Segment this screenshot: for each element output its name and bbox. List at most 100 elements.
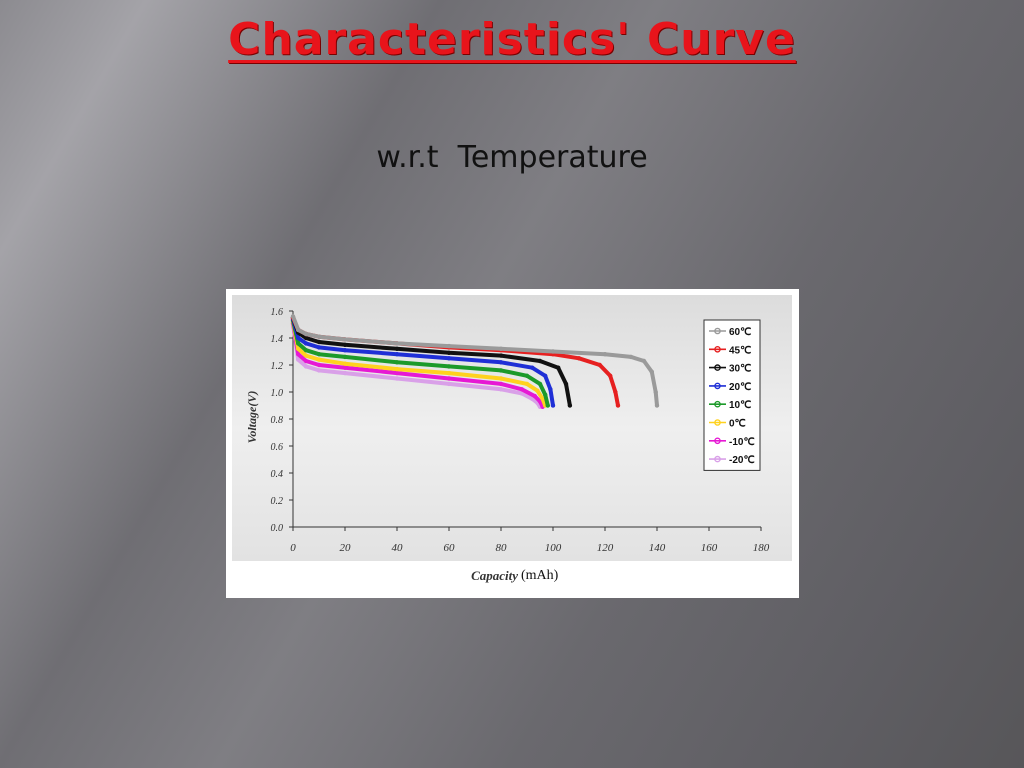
data-point bbox=[342, 342, 348, 347]
data-point bbox=[394, 360, 400, 365]
y-tick-label: 1.4 bbox=[271, 334, 284, 345]
data-point bbox=[543, 392, 548, 397]
data-point bbox=[498, 381, 504, 387]
legend-marker bbox=[714, 364, 721, 371]
data-point bbox=[498, 368, 504, 373]
legend-marker bbox=[714, 327, 721, 335]
data-point bbox=[653, 389, 658, 395]
data-point bbox=[556, 365, 561, 370]
data-point bbox=[543, 373, 548, 378]
y-tick-label: 0.8 bbox=[271, 415, 284, 426]
legend-label: 0℃ bbox=[729, 419, 746, 430]
legend-label: 30℃ bbox=[729, 364, 751, 375]
data-point bbox=[446, 356, 452, 361]
data-point bbox=[303, 331, 309, 337]
data-point bbox=[613, 389, 618, 395]
data-point bbox=[342, 337, 348, 342]
data-point bbox=[498, 346, 504, 351]
legend-marker bbox=[714, 419, 721, 426]
data-point bbox=[303, 353, 309, 358]
y-tick-label: 0.2 bbox=[271, 496, 284, 507]
slide-title: Characteristics' Curve bbox=[228, 14, 796, 65]
legend-marker bbox=[714, 455, 721, 463]
data-point bbox=[563, 381, 569, 387]
data-point bbox=[394, 352, 400, 357]
legend-box bbox=[703, 319, 761, 471]
y-tick-label: 0.6 bbox=[271, 442, 284, 453]
data-point bbox=[394, 341, 400, 346]
data-point bbox=[524, 373, 530, 378]
data-point bbox=[654, 403, 660, 408]
data-point bbox=[342, 354, 348, 360]
x-tick-label: 0 bbox=[290, 542, 296, 554]
data-point bbox=[641, 358, 647, 364]
x-tick-label: 120 bbox=[597, 542, 614, 554]
data-point bbox=[342, 365, 348, 370]
chart-image: 0.0 0.2 0.4 0.6 0.8 1.0 1.2 1.4 1.6 0 20 40 60 80 100 1… bbox=[226, 289, 799, 598]
data-point bbox=[446, 364, 452, 369]
data-point bbox=[303, 348, 309, 353]
data-point bbox=[602, 352, 608, 357]
data-point bbox=[537, 381, 543, 387]
data-point bbox=[597, 362, 602, 368]
data-point bbox=[615, 403, 621, 408]
legend-marker bbox=[714, 400, 721, 408]
data-point bbox=[394, 366, 400, 372]
data-point bbox=[550, 349, 556, 354]
data-point bbox=[608, 373, 613, 378]
legend-label: -10℃ bbox=[729, 437, 755, 448]
slide-subtitle: w.r.t Temperature bbox=[376, 140, 648, 175]
y-axis-label: Voltage(V) bbox=[245, 391, 259, 444]
data-point bbox=[498, 360, 504, 365]
data-point bbox=[316, 334, 322, 339]
x-axis-unit: (mAh) bbox=[521, 568, 559, 583]
x-axis-label: Capacity bbox=[471, 568, 518, 583]
data-point bbox=[296, 357, 301, 362]
data-point bbox=[545, 403, 550, 408]
data-point bbox=[649, 369, 654, 374]
data-point bbox=[316, 339, 322, 345]
data-point bbox=[530, 365, 535, 370]
legend-marker bbox=[714, 346, 721, 353]
y-tick-label: 1.0 bbox=[271, 388, 284, 399]
data-point bbox=[316, 368, 322, 373]
legend-label: 60℃ bbox=[729, 327, 751, 338]
data-point bbox=[316, 357, 322, 362]
x-tick-label: 60 bbox=[444, 542, 456, 554]
y-tick-label: 0.0 bbox=[271, 523, 284, 534]
data-point bbox=[446, 381, 452, 387]
legend-label: 45℃ bbox=[729, 345, 751, 356]
data-point bbox=[394, 346, 400, 351]
legend-label: 10℃ bbox=[729, 400, 751, 411]
data-point bbox=[342, 348, 348, 353]
data-point bbox=[540, 396, 545, 401]
x-tick-label: 40 bbox=[392, 542, 404, 554]
data-point bbox=[342, 361, 348, 366]
data-point bbox=[394, 370, 400, 376]
data-point bbox=[550, 403, 556, 408]
x-tick-label: 80 bbox=[496, 542, 508, 554]
data-point bbox=[537, 358, 543, 364]
data-point bbox=[498, 376, 504, 381]
data-point bbox=[548, 387, 553, 392]
data-point bbox=[296, 335, 301, 341]
data-point bbox=[498, 353, 504, 358]
data-point bbox=[535, 388, 540, 393]
data-point bbox=[576, 356, 582, 361]
legend-marker bbox=[714, 382, 721, 390]
x-tick-label: 100 bbox=[545, 542, 562, 554]
legend-label: -20℃ bbox=[729, 455, 755, 466]
data-point bbox=[316, 345, 322, 350]
legend-marker bbox=[714, 437, 721, 445]
data-point bbox=[519, 387, 524, 392]
y-tick-label: 1.6 bbox=[271, 307, 284, 318]
data-point bbox=[519, 391, 524, 396]
data-point bbox=[303, 358, 309, 364]
y-tick-label: 1.2 bbox=[271, 361, 284, 372]
data-point bbox=[446, 376, 452, 381]
data-point bbox=[296, 346, 301, 351]
data-point bbox=[296, 341, 301, 346]
data-point bbox=[394, 376, 400, 381]
data-point bbox=[446, 350, 452, 355]
x-tick-label: 160 bbox=[701, 542, 718, 554]
